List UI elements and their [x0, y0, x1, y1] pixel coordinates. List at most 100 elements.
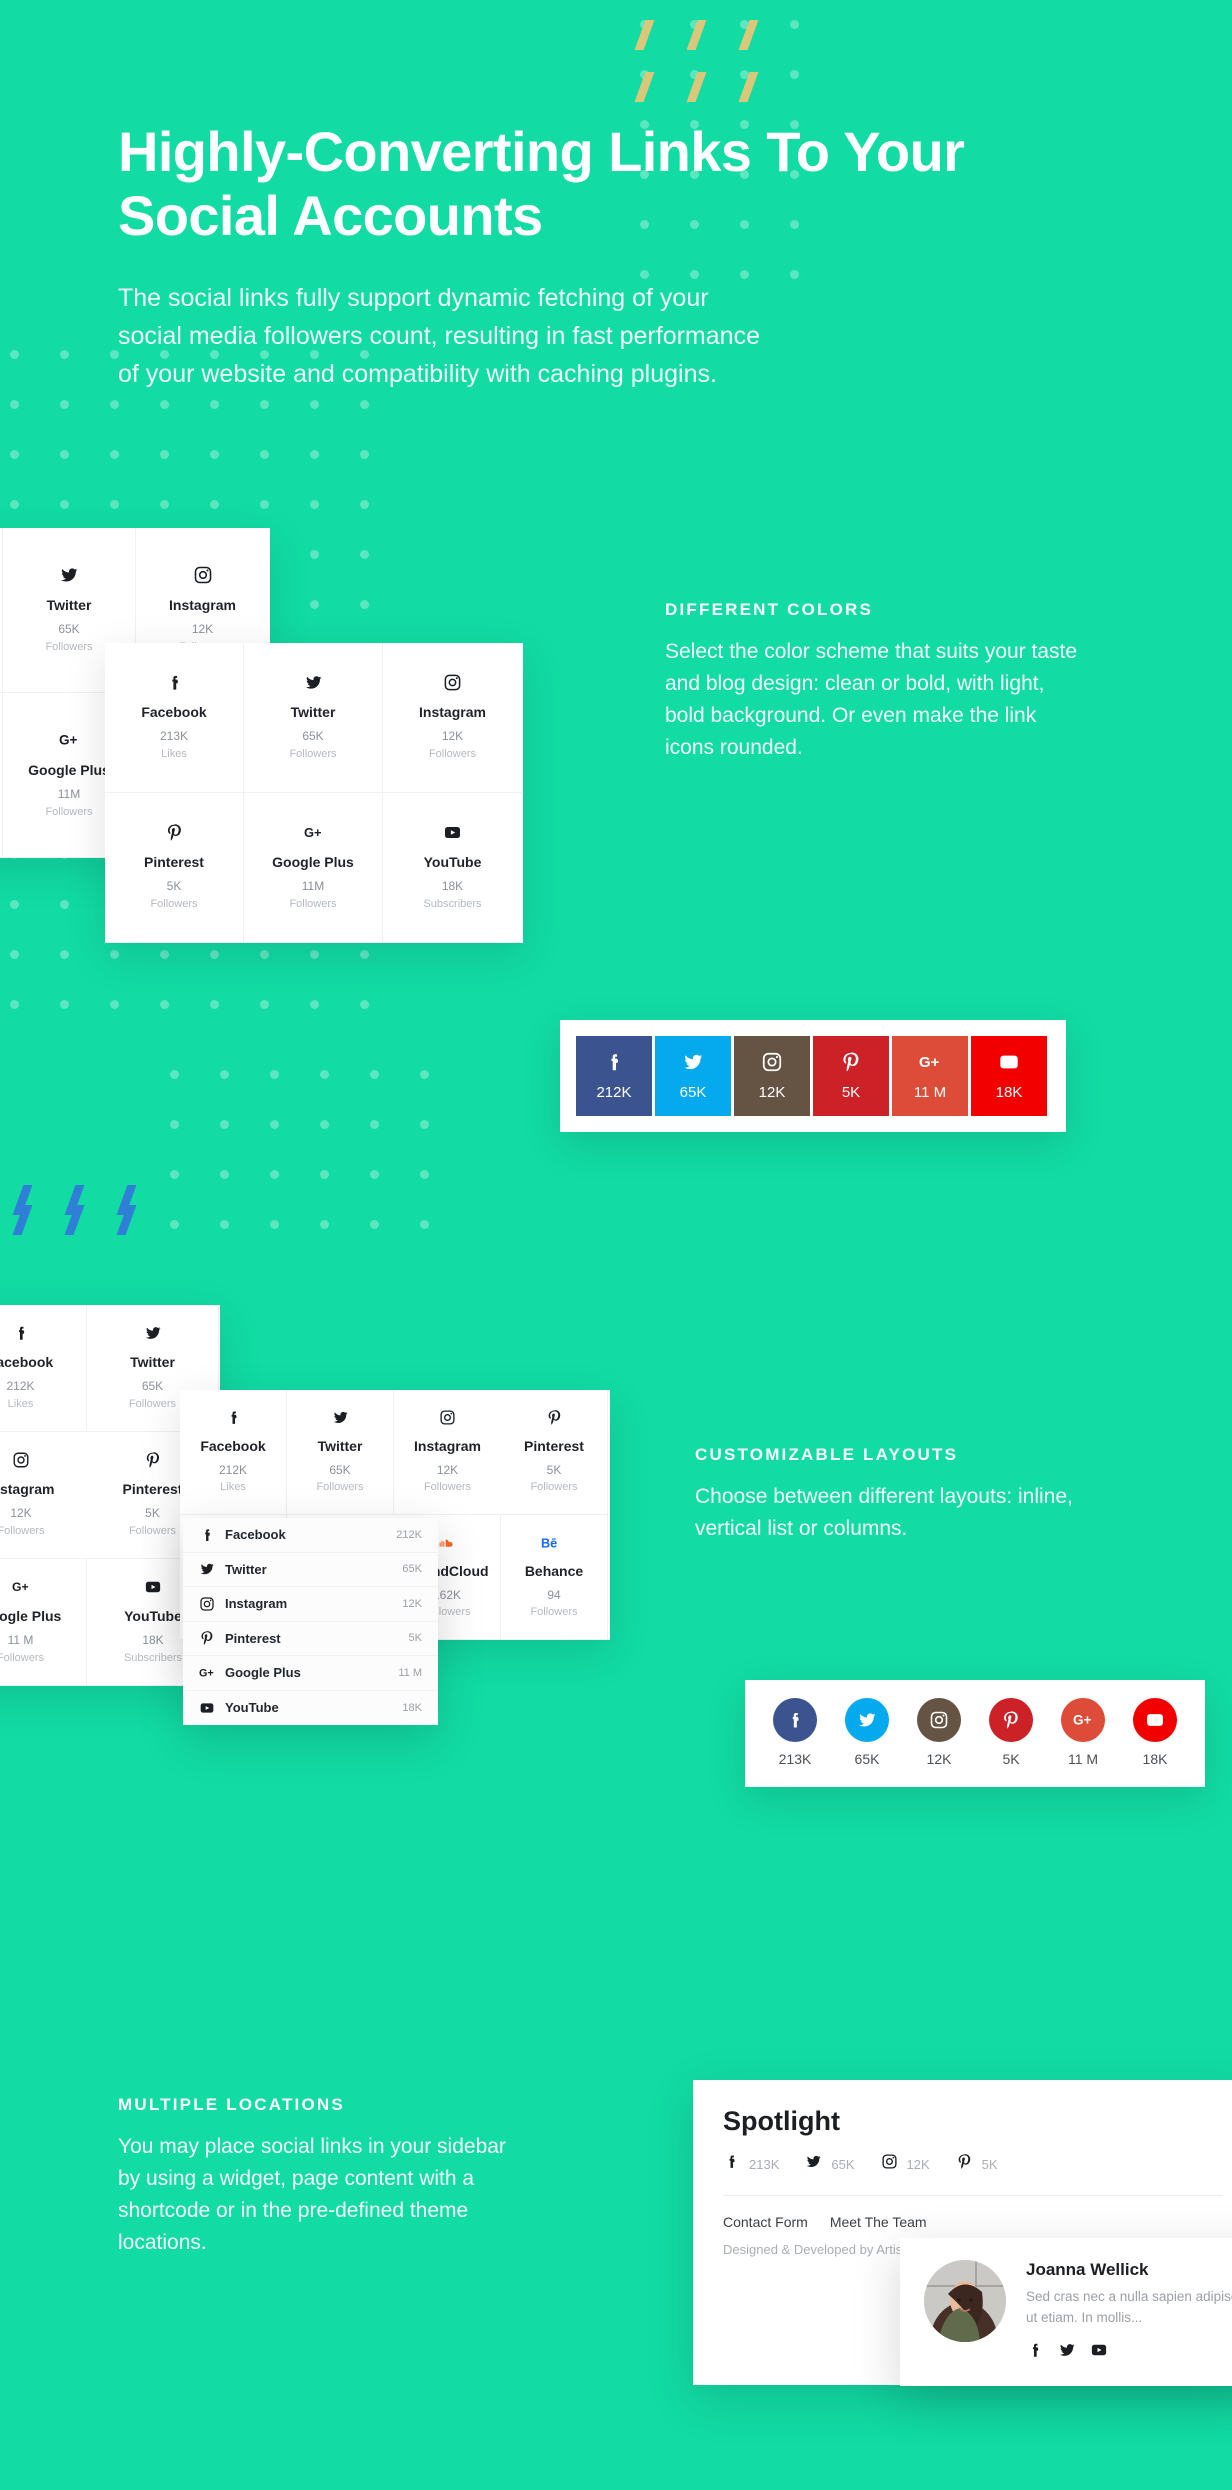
social-name: Twitter [46, 597, 92, 614]
dot-grid-lower [170, 1070, 470, 1270]
social-name: Instagram [0, 1481, 55, 1498]
social-color-bar[interactable]: 212K 65K 12K 5K G+ 11 M 18K [560, 1020, 1066, 1132]
facebook-icon[interactable] [1026, 2341, 1044, 2364]
social-count: 5K [1002, 1751, 1020, 1767]
color-tile[interactable]: 18K [971, 1036, 1047, 1116]
social-circle-row[interactable]: 213K 65K 12K 5K G+ 11 M 18K [745, 1680, 1205, 1787]
spotlight-link[interactable]: Contact Form [723, 2214, 808, 2230]
twitter-icon[interactable] [1058, 2341, 1076, 2364]
spotlight-links[interactable]: Contact Form Meet The Team [693, 2196, 1232, 2238]
instagram-icon [881, 2153, 898, 2175]
slash-decor [634, 72, 655, 102]
list-item[interactable]: Twitter 65K [183, 1553, 438, 1587]
spotlight-stat[interactable]: 65K [805, 2153, 855, 2175]
social-name: Pinterest [524, 1437, 584, 1454]
list-item[interactable]: Instagram 12K [183, 1587, 438, 1622]
color-tile[interactable]: 5K [813, 1036, 889, 1116]
social-count: 11 M [398, 1666, 422, 1679]
circle-social-item[interactable]: 213K [759, 1698, 831, 1769]
facebook-icon [611, 1054, 618, 1071]
youtube-icon[interactable] [1090, 2341, 1108, 2364]
facebook-icon [165, 673, 184, 697]
circle-social-item[interactable]: 12K [903, 1698, 975, 1769]
color-tile[interactable]: 212K [576, 1036, 652, 1116]
slash-decor [738, 72, 759, 102]
decorative-dot [260, 1000, 269, 1009]
youtube-icon [1000, 1055, 1018, 1069]
svg-text:G+: G+ [59, 733, 78, 748]
list-item[interactable]: Facebook 212K [183, 1518, 438, 1553]
spotlight-stat[interactable]: 213K [723, 2153, 779, 2175]
decorative-dot [170, 1170, 179, 1179]
circle-social-item[interactable]: 65K [831, 1698, 903, 1769]
testimonial-body: Joanna Wellick Sed cras nec a nulla sapi… [1026, 2260, 1232, 2364]
decorative-dot [370, 1220, 379, 1229]
social-name: Pinterest [122, 1481, 183, 1498]
list-item[interactable]: YouTube 18K [183, 1691, 438, 1726]
social-tile[interactable]: Twitter 65K Followers [244, 643, 383, 793]
decorative-dot [370, 1120, 379, 1129]
pinterest-icon [144, 1451, 162, 1474]
circle-social-item[interactable]: G+ 11 M [1047, 1698, 1119, 1769]
circle-social-item[interactable]: 18K [1119, 1698, 1191, 1769]
twitter-icon [332, 1409, 349, 1431]
decorative-dot [310, 950, 319, 959]
social-card-front[interactable]: Facebook 213K Likes Twitter 65K Followers Inst… [105, 643, 523, 943]
social-tile[interactable]: Twitter 65K Followers [3, 528, 136, 693]
color-tile[interactable]: 65K [655, 1036, 731, 1116]
decorative-dot [270, 1170, 279, 1179]
twitter-icon [807, 2155, 822, 2168]
social-label: Followers [289, 747, 337, 760]
decorative-dot [210, 950, 219, 959]
decorative-dot [360, 450, 369, 459]
decorative-dot [270, 1070, 279, 1079]
pinterest-icon [546, 1409, 563, 1431]
instagram-icon [439, 1409, 456, 1431]
social-count: 212K [396, 1528, 422, 1541]
testimonial-card[interactable]: Joanna Wellick Sed cras nec a nulla sapi… [900, 2238, 1232, 2386]
decorative-dot [10, 450, 19, 459]
spotlight-stat[interactable]: 5K [956, 2153, 998, 2175]
social-tile[interactable]: Bē Behance 94 Followers [501, 1515, 608, 1640]
list-item[interactable]: G+ Google Plus 11 M [183, 1656, 438, 1691]
social-vertical-list[interactable]: Facebook 212K Twitter 65K Instagram 12K Pinter… [183, 1518, 438, 1725]
social-label: Likes [161, 747, 187, 760]
pinterest-icon [165, 823, 184, 847]
social-name: Facebook [0, 1354, 54, 1371]
spotlight-link[interactable]: Meet The Team [829, 2214, 927, 2230]
decorative-dot [10, 400, 19, 409]
social-tile[interactable]: G+ Google Plus 11M Followers [244, 793, 383, 943]
color-tile[interactable]: G+ 11 M [892, 1036, 968, 1116]
social-tile[interactable]: Twitter 65K Followers [87, 1305, 219, 1432]
decorative-dot [10, 1000, 19, 1009]
instagram-icon [444, 675, 461, 691]
instagram-icon [13, 1453, 29, 1468]
list-item[interactable]: Pinterest 5K [183, 1622, 438, 1656]
facebook-icon [231, 1411, 237, 1424]
social-name: Pinterest [144, 854, 204, 871]
instagram-icon [443, 673, 462, 697]
color-tile[interactable]: 12K [734, 1036, 810, 1116]
circle-social-item[interactable]: 5K [975, 1698, 1047, 1769]
social-tile[interactable]: Twitter 65K Followers [287, 1390, 394, 1515]
decorative-dot [360, 550, 369, 559]
spotlight-stat[interactable]: 12K [881, 2153, 930, 2175]
testimonial-social-icons[interactable] [1026, 2341, 1232, 2364]
decorative-dot [220, 1070, 229, 1079]
